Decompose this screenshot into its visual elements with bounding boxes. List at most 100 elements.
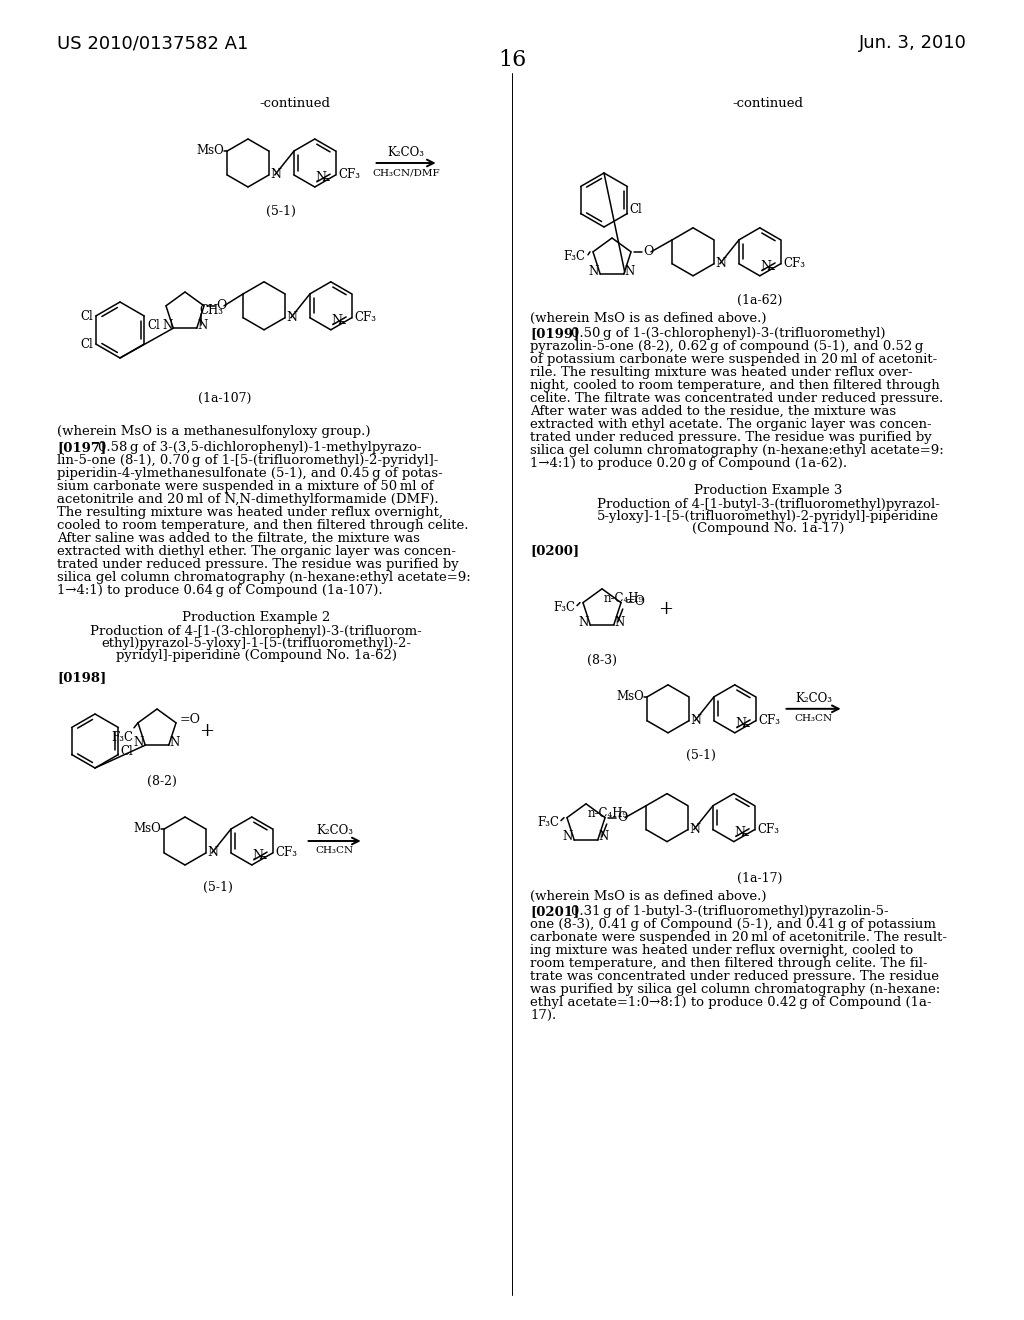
Text: +: + xyxy=(200,722,214,741)
Text: pyridyl]-piperidine (Compound No. 1a-62): pyridyl]-piperidine (Compound No. 1a-62) xyxy=(116,649,396,663)
Text: 0.50 g of 1-(3-chlorophenyl)-3-(trifluoromethyl): 0.50 g of 1-(3-chlorophenyl)-3-(trifluor… xyxy=(571,327,886,339)
Text: N: N xyxy=(578,615,588,628)
Text: (wherein MsO is as defined above.): (wherein MsO is as defined above.) xyxy=(530,890,767,903)
Text: (5-1): (5-1) xyxy=(266,205,296,218)
Text: (8-2): (8-2) xyxy=(147,775,177,788)
Text: lin-5-one (8-1), 0.70 g of 1-[5-(trifluoromethyl)-2-pyridyl]-: lin-5-one (8-1), 0.70 g of 1-[5-(trifluo… xyxy=(57,454,438,467)
Text: CF₃: CF₃ xyxy=(759,714,780,727)
Text: N: N xyxy=(691,714,701,727)
Text: N: N xyxy=(735,825,745,838)
Text: MsO: MsO xyxy=(616,690,644,704)
Text: N: N xyxy=(170,735,180,748)
Text: acetonitrile and 20 ml of N,N-dimethylformamide (DMF).: acetonitrile and 20 ml of N,N-dimethylfo… xyxy=(57,492,438,506)
Text: carbonate were suspended in 20 ml of acetonitrile. The result-: carbonate were suspended in 20 ml of ace… xyxy=(530,931,947,944)
Text: room temperature, and then filtered through celite. The fil-: room temperature, and then filtered thro… xyxy=(530,957,928,970)
Text: CF₃: CF₃ xyxy=(758,824,779,836)
Text: Cl: Cl xyxy=(80,309,93,322)
Text: O: O xyxy=(643,246,653,259)
Text: celite. The filtrate was concentrated under reduced pressure.: celite. The filtrate was concentrated un… xyxy=(530,392,943,405)
Text: CF₃: CF₃ xyxy=(339,169,360,181)
Text: 0.31 g of 1-butyl-3-(trifluoromethyl)pyrazolin-5-: 0.31 g of 1-butyl-3-(trifluoromethyl)pyr… xyxy=(571,904,889,917)
Text: +: + xyxy=(658,599,674,618)
Text: cooled to room temperature, and then filtered through celite.: cooled to room temperature, and then fil… xyxy=(57,519,469,532)
Text: CF₃: CF₃ xyxy=(275,846,298,859)
Text: F₃C: F₃C xyxy=(537,816,559,829)
Text: Cl: Cl xyxy=(630,203,642,216)
Text: (5-1): (5-1) xyxy=(686,748,716,762)
Text: MsO: MsO xyxy=(197,144,224,157)
Text: [0197]: [0197] xyxy=(57,441,106,454)
Text: Production Example 2: Production Example 2 xyxy=(182,611,330,624)
Text: of potassium carbonate were suspended in 20 ml of acetonit-: of potassium carbonate were suspended in… xyxy=(530,352,937,366)
Text: After saline was added to the filtrate, the mixture was: After saline was added to the filtrate, … xyxy=(57,532,420,545)
Text: rile. The resulting mixture was heated under reflux over-: rile. The resulting mixture was heated u… xyxy=(530,366,912,379)
Text: (1a-17): (1a-17) xyxy=(737,871,782,884)
Text: =O: =O xyxy=(625,595,646,609)
Text: 1→4:1) to produce 0.64 g of Compound (1a-107).: 1→4:1) to produce 0.64 g of Compound (1a… xyxy=(57,583,383,597)
Text: ═: ═ xyxy=(767,263,773,273)
Text: Production of 4-[1-butyl-3-(trifluoromethyl)pyrazol-: Production of 4-[1-butyl-3-(trifluoromet… xyxy=(597,498,939,511)
Text: F₃C: F₃C xyxy=(553,601,575,614)
Text: Jun. 3, 2010: Jun. 3, 2010 xyxy=(859,34,967,51)
Text: N: N xyxy=(690,824,700,836)
Text: The resulting mixture was heated under reflux overnight,: The resulting mixture was heated under r… xyxy=(57,506,443,519)
Text: (Compound No. 1a-17): (Compound No. 1a-17) xyxy=(692,521,844,535)
Text: ing mixture was heated under reflux overnight, cooled to: ing mixture was heated under reflux over… xyxy=(530,944,913,957)
Text: K₂CO₃: K₂CO₃ xyxy=(316,824,353,837)
Text: 17).: 17). xyxy=(530,1008,556,1022)
Text: ═: ═ xyxy=(741,719,749,730)
Text: trated under reduced pressure. The residue was purified by: trated under reduced pressure. The resid… xyxy=(57,558,459,572)
Text: N: N xyxy=(625,265,635,277)
Text: one (8-3), 0.41 g of Compound (5-1), and 0.41 g of potassium: one (8-3), 0.41 g of Compound (5-1), and… xyxy=(530,917,936,931)
Text: sium carbonate were suspended in a mixture of 50 ml of: sium carbonate were suspended in a mixtu… xyxy=(57,480,433,492)
Text: MsO: MsO xyxy=(133,822,161,836)
Text: CH₃CN/DMF: CH₃CN/DMF xyxy=(373,168,440,177)
Text: silica gel column chromatography (n-hexane:ethyl acetate=9:: silica gel column chromatography (n-hexa… xyxy=(57,572,471,583)
Text: extracted with diethyl ether. The organic layer was concen-: extracted with diethyl ether. The organi… xyxy=(57,545,456,558)
Text: N: N xyxy=(599,830,609,843)
Text: N: N xyxy=(315,172,327,183)
Text: N: N xyxy=(614,615,625,628)
Text: CH₃: CH₃ xyxy=(200,304,224,317)
Text: N: N xyxy=(162,318,172,331)
Text: silica gel column chromatography (n-hexane:ethyl acetate=9:: silica gel column chromatography (n-hexa… xyxy=(530,444,944,457)
Text: K₂CO₃: K₂CO₃ xyxy=(795,692,833,705)
Text: O: O xyxy=(216,300,226,313)
Text: Cl: Cl xyxy=(80,338,93,351)
Text: N: N xyxy=(588,265,598,277)
Text: CH₃CN: CH₃CN xyxy=(315,846,353,855)
Text: N: N xyxy=(736,717,746,730)
Text: ═: ═ xyxy=(259,851,265,862)
Text: O: O xyxy=(617,810,628,824)
Text: CH₃CN: CH₃CN xyxy=(795,714,833,723)
Text: N: N xyxy=(562,830,572,843)
Text: extracted with ethyl acetate. The organic layer was concen-: extracted with ethyl acetate. The organi… xyxy=(530,418,932,430)
Text: (1a-107): (1a-107) xyxy=(199,392,252,405)
Text: CF₃: CF₃ xyxy=(354,312,377,325)
Text: =O: =O xyxy=(180,713,201,726)
Text: 0.58 g of 3-(3,5-dichlorophenyl)-1-methylpyrazo-: 0.58 g of 3-(3,5-dichlorophenyl)-1-methy… xyxy=(98,441,422,454)
Text: F₃C: F₃C xyxy=(111,731,133,743)
Text: n-C₄H₉: n-C₄H₉ xyxy=(588,807,628,820)
Text: ethyl acetate=1:0→8:1) to produce 0.42 g of Compound (1a-: ethyl acetate=1:0→8:1) to produce 0.42 g… xyxy=(530,995,932,1008)
Text: [0200]: [0200] xyxy=(530,544,580,557)
Text: (wherein MsO is as defined above.): (wherein MsO is as defined above.) xyxy=(530,312,767,325)
Text: ═: ═ xyxy=(338,317,344,327)
Text: N: N xyxy=(332,314,343,327)
Text: N: N xyxy=(208,846,219,859)
Text: -continued: -continued xyxy=(259,96,331,110)
Text: ethyl)pyrazol-5-yloxy]-1-[5-(trifluoromethyl)-2-: ethyl)pyrazol-5-yloxy]-1-[5-(trifluorome… xyxy=(101,638,411,649)
Text: N: N xyxy=(198,318,208,331)
Text: N: N xyxy=(716,257,727,271)
Text: 5-yloxy]-1-[5-(trifluoromethyl)-2-pyridyl]-piperidine: 5-yloxy]-1-[5-(trifluoromethyl)-2-pyridy… xyxy=(597,510,939,523)
Text: N: N xyxy=(287,312,298,325)
Text: CF₃: CF₃ xyxy=(783,257,806,271)
Text: pyrazolin-5-one (8-2), 0.62 g of compound (5-1), and 0.52 g: pyrazolin-5-one (8-2), 0.62 g of compoun… xyxy=(530,339,924,352)
Text: trate was concentrated under reduced pressure. The residue: trate was concentrated under reduced pre… xyxy=(530,970,939,983)
Text: K₂CO₃: K₂CO₃ xyxy=(387,147,425,158)
Text: -continued: -continued xyxy=(732,96,804,110)
Text: N: N xyxy=(761,260,772,273)
Text: piperidin-4-ylmethanesulfonate (5-1), and 0.45 g of potas-: piperidin-4-ylmethanesulfonate (5-1), an… xyxy=(57,467,442,480)
Text: ═: ═ xyxy=(740,829,748,838)
Text: (1a-62): (1a-62) xyxy=(737,294,782,306)
